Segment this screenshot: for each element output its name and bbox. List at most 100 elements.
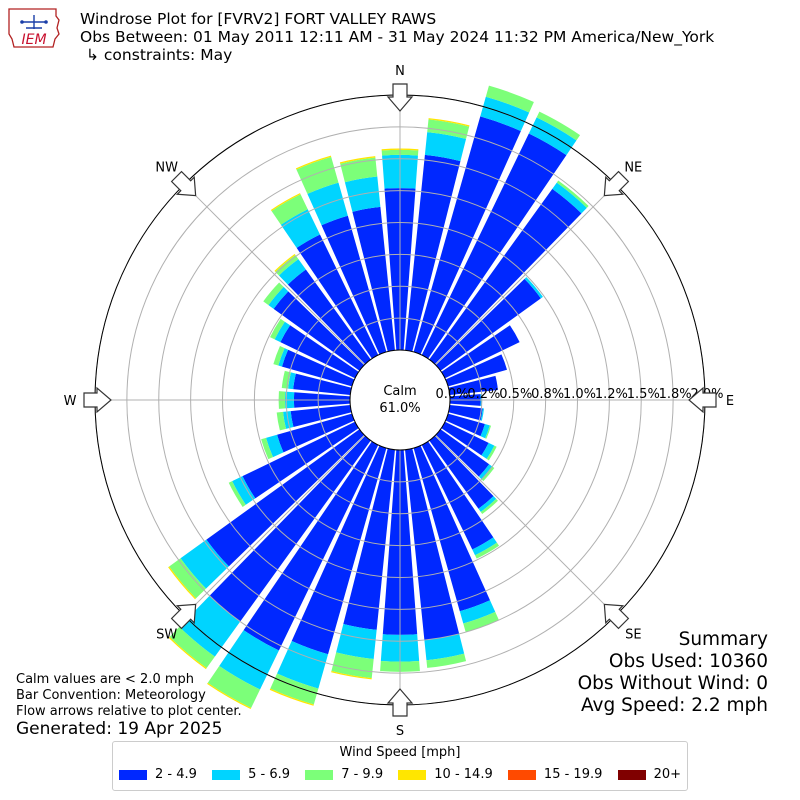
bar-220deg-bin-2 — [169, 626, 215, 669]
bar-120deg-bin-2 — [486, 445, 497, 461]
bar-80deg-bin-0 — [448, 375, 498, 395]
iem-logo: IEM — [6, 6, 62, 50]
bar-250deg-bin-1 — [266, 434, 284, 458]
bar-170deg-bin-1 — [424, 633, 465, 661]
bar-310deg-bin-1 — [268, 286, 289, 309]
bar-230deg-bin-0 — [206, 429, 365, 567]
bar-290deg-bin-1 — [278, 348, 289, 367]
chart-title: Windrose Plot for [FVRV2] FORT VALLEY RA… — [80, 10, 437, 28]
legend-swatch — [212, 769, 241, 780]
flow-arrow-icon — [170, 603, 197, 630]
bar-150deg-bin-0 — [421, 441, 494, 550]
bar-310deg-bin-2 — [263, 282, 284, 306]
bar-260deg-bin-0 — [290, 405, 352, 427]
obs-used: Obs Used: 10360 — [608, 651, 768, 672]
calm-center: Calm 61.0% — [349, 349, 451, 451]
bar-210deg-bin-2 — [207, 665, 261, 708]
bar-280deg-bin-0 — [293, 373, 352, 395]
flow-arrow-icon — [386, 83, 414, 112]
legend-item: 7 - 9.9 — [305, 767, 383, 782]
bar-10deg-bin-0 — [405, 154, 461, 352]
direction-label-e: E — [726, 394, 734, 409]
bar-190deg-bin-1 — [336, 623, 377, 660]
legend-items: 2 - 4.9 5 - 6.9 7 - 9.9 10 - 14.9 15 - 19.9 2… — [119, 767, 681, 782]
bar-330deg-bin-3 — [270, 193, 301, 212]
bar-30deg-bin-2 — [536, 111, 581, 141]
bar-330deg-bin-1 — [280, 209, 320, 248]
flow-note: Flow arrows relative to plot center. — [16, 704, 242, 719]
grid-spoke — [435, 435, 617, 617]
bar-130deg-bin-1 — [478, 464, 493, 480]
bar-230deg-bin-3 — [168, 566, 196, 600]
constraints: ↳ constraints: May — [86, 46, 233, 64]
bar-220deg-bin-3 — [168, 636, 207, 670]
bar-340deg-bin-0 — [321, 215, 387, 355]
bar-40deg-bin-1 — [552, 182, 587, 214]
radial-tick-label: 0.0% — [435, 387, 468, 402]
flow-arrows — [83, 83, 717, 717]
bar-210deg-bin-0 — [243, 441, 379, 651]
radial-tick-label: 1.5% — [627, 387, 660, 402]
bar-60deg-bin-0 — [441, 325, 520, 379]
bar-10deg-bin-3 — [428, 118, 470, 127]
legend-swatch — [507, 769, 536, 780]
avg-speed: Avg Speed: 2.2 mph — [580, 695, 768, 716]
calm-note: Calm values are < 2.0 mph — [16, 672, 195, 687]
bar-150deg-bin-2 — [475, 542, 500, 559]
bar-220deg-bin-0 — [209, 435, 371, 622]
legend-label: 10 - 14.9 — [434, 767, 493, 782]
bar-160deg-bin-1 — [459, 600, 496, 624]
direction-label-se: SE — [625, 627, 641, 642]
legend-label: 7 - 9.9 — [341, 767, 384, 782]
bar-190deg-bin-3 — [331, 670, 372, 680]
bar-200deg-bin-0 — [291, 445, 387, 655]
bar-200deg-bin-3 — [269, 688, 314, 706]
direction-label-ne: NE — [624, 161, 642, 176]
bar-110deg-bin-1 — [480, 424, 490, 439]
bar-250deg-bin-2 — [261, 437, 273, 460]
bar-130deg-bin-2 — [481, 466, 495, 482]
bar-150deg-bin-1 — [472, 537, 497, 556]
calm-value: 61.0% — [379, 401, 420, 416]
direction-label-w: W — [64, 394, 77, 409]
radial-tick-label: 0.5% — [499, 387, 532, 402]
bar-250deg-bin-0 — [277, 413, 355, 453]
direction-label-n: N — [395, 64, 405, 79]
bar-110deg-bin-2 — [485, 425, 492, 439]
bar-340deg-bin-2 — [296, 156, 339, 194]
bar-100deg-bin-1 — [480, 408, 484, 421]
legend-title: Wind Speed [mph] — [339, 745, 461, 760]
bar-10deg-bin-2 — [427, 119, 470, 139]
bar-220deg-bin-1 — [179, 595, 241, 657]
radial-tick-label: 0.8% — [531, 387, 564, 402]
bar-20deg-bin-2 — [485, 85, 534, 113]
bar-140deg-bin-2 — [480, 498, 498, 514]
obs-without-wind: Obs Without Wind: 0 — [577, 673, 768, 694]
radial-tick-label: 1.0% — [563, 387, 596, 402]
legend-label: 20+ — [653, 767, 681, 782]
convention-note: Bar Convention: Meteorology — [16, 688, 206, 703]
legend-swatch — [305, 769, 334, 780]
direction-label-nw: NW — [155, 161, 178, 176]
bar-290deg-bin-2 — [273, 346, 285, 366]
bar-320deg-bin-0 — [287, 269, 371, 365]
bar-330deg-bin-2 — [271, 194, 308, 225]
bar-170deg-bin-2 — [426, 653, 467, 668]
grid-spoke — [435, 183, 617, 365]
bar-260deg-bin-2 — [276, 411, 287, 431]
bar-350deg-bin-3 — [339, 156, 376, 164]
legend-item: 15 - 19.9 — [507, 767, 602, 782]
bar-120deg-bin-0 — [441, 421, 489, 456]
legend-swatch — [398, 769, 427, 780]
calm-label: Calm — [383, 384, 416, 399]
bar-210deg-bin-3 — [207, 682, 252, 710]
bar-110deg-bin-0 — [445, 413, 485, 437]
direction-label-s: S — [396, 724, 404, 739]
grid-spoke — [183, 183, 365, 365]
flow-arrow-icon — [688, 386, 717, 414]
bar-320deg-bin-2 — [275, 255, 299, 276]
flow-arrow-icon — [386, 688, 414, 717]
bar-50deg-bin-1 — [524, 277, 543, 299]
obs-between: Obs Between: 01 May 2011 12:11 AM - 31 M… — [80, 28, 715, 46]
radial-tick-label: 1.8% — [659, 387, 692, 402]
